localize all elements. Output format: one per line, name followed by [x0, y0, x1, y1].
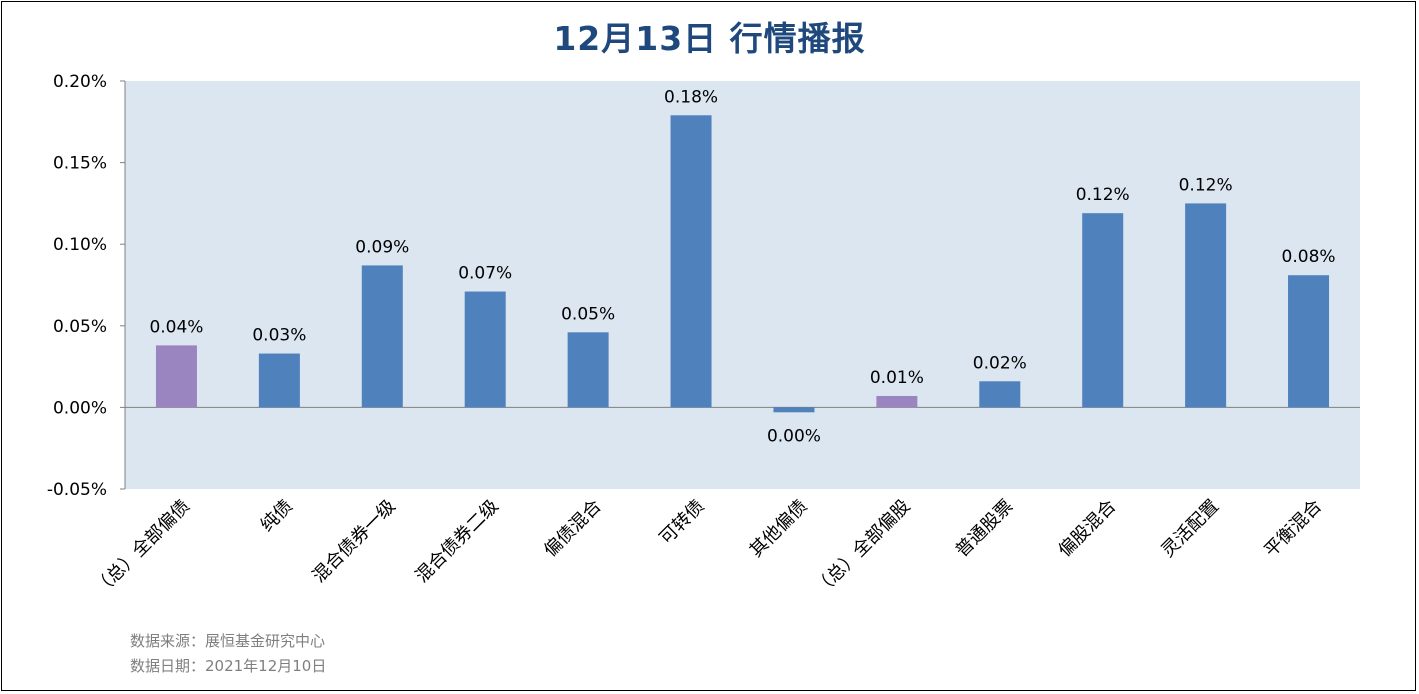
x-tick-label: 混合债券二级	[412, 496, 503, 587]
data-label: 0.02%	[973, 353, 1027, 373]
bar	[464, 291, 506, 408]
bar	[670, 115, 712, 408]
source-line: 数据来源：展恒基金研究中心	[130, 632, 326, 650]
chart-title: 12月13日 行情播报	[553, 19, 866, 58]
x-tick-label: 灵活配置	[1157, 496, 1223, 562]
bars: 0.04% 0.03% 0.09% 0.07% 0.05% 0.18% 0.00% 0.01%…	[149, 87, 1335, 446]
data-label: 0.03%	[252, 326, 306, 346]
data-label: 0.12%	[1076, 185, 1130, 205]
bar	[876, 395, 918, 408]
date-line: 数据日期：2021年12月10日	[130, 657, 327, 675]
data-label: 0.12%	[1179, 175, 1233, 195]
data-label: 0.08%	[1282, 247, 1336, 267]
x-tick-label: 纯债	[257, 496, 297, 536]
y-tick-label: 0.10%	[53, 235, 107, 255]
bar	[773, 407, 815, 413]
plot-area	[125, 81, 1360, 489]
y-tick-label: 0.00%	[53, 398, 107, 418]
bar	[1082, 213, 1124, 408]
y-tick-label: 0.15%	[53, 154, 107, 174]
y-tick-label: 0.05%	[53, 317, 107, 337]
bar	[258, 353, 300, 408]
data-label: 0.18%	[664, 87, 718, 107]
bar	[155, 345, 197, 408]
bar	[1185, 203, 1227, 408]
data-label: 0.04%	[149, 317, 203, 337]
x-tick-label: （总）全部偏债	[90, 496, 194, 600]
bar	[979, 381, 1021, 408]
x-tick-label: 偏债混合	[540, 496, 606, 562]
data-label: 0.05%	[561, 304, 615, 324]
data-label: 0.07%	[458, 264, 512, 284]
y-tick-label: -0.05%	[47, 480, 107, 500]
x-tick-label: 其他偏债	[746, 496, 812, 562]
bar	[361, 265, 403, 408]
data-label: 0.00%	[767, 426, 821, 446]
y-tick-label: 0.20%	[53, 72, 107, 92]
data-label: 0.01%	[870, 368, 924, 388]
x-tick-label: 可转债	[656, 496, 709, 549]
x-tick-label: 偏股混合	[1054, 496, 1120, 562]
x-tick-label: （总）全部偏股	[810, 496, 914, 600]
y-axis: -0.05% 0.00% 0.05% 0.10% 0.15% 0.20%	[47, 72, 1360, 500]
x-tick-label: 混合债券一级	[309, 496, 400, 587]
bar	[1288, 275, 1330, 408]
data-label: 0.09%	[355, 237, 409, 257]
x-tick-label: 平衡混合	[1260, 496, 1326, 562]
bar	[567, 332, 609, 408]
x-tick-label: 普通股票	[952, 496, 1018, 562]
x-axis-labels: （总）全部偏债 纯债 混合债券一级 混合债券二级 偏债混合 可转债 其他偏债（总）全部偏股普…	[90, 496, 1326, 600]
